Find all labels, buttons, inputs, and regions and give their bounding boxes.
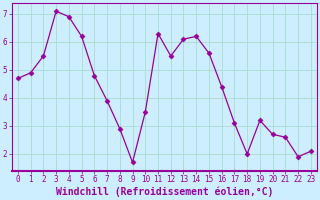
X-axis label: Windchill (Refroidissement éolien,°C): Windchill (Refroidissement éolien,°C): [56, 187, 273, 197]
